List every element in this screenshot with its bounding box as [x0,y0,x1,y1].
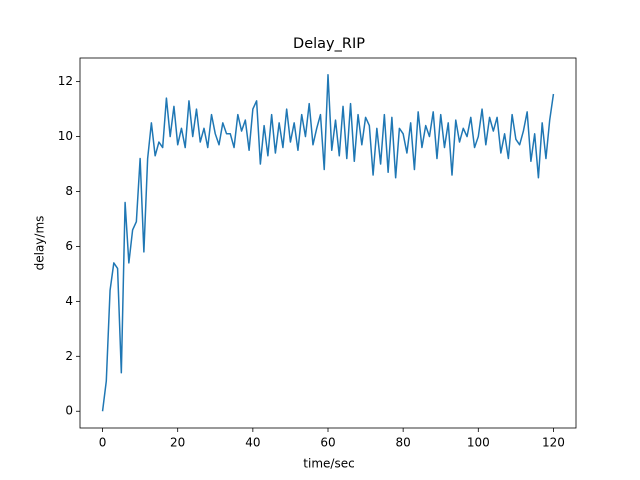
data-line [101,74,555,412]
chart-title: Delay_RIP [293,36,365,52]
y-axis-label: delay/ms [33,216,47,271]
y-tick-label: 4 [65,294,73,308]
x-tick-label: 80 [396,436,411,450]
y-tick-label: 0 [65,404,73,418]
y-tick-label: 12 [58,74,73,88]
x-tick-label: 20 [170,436,185,450]
x-axis-label: time/sec [303,457,354,471]
x-tick-label: 40 [245,436,260,450]
x-tick-label: 120 [542,436,565,450]
x-tick-label: 60 [320,436,335,450]
plot-frame [79,57,577,429]
x-tick-label: 100 [467,436,490,450]
x-tick-label: 0 [99,436,107,450]
y-tick-label: 2 [65,349,73,363]
y-tick-label: 10 [58,129,73,143]
y-tick-label: 6 [65,239,73,253]
y-tick-label: 8 [65,184,73,198]
